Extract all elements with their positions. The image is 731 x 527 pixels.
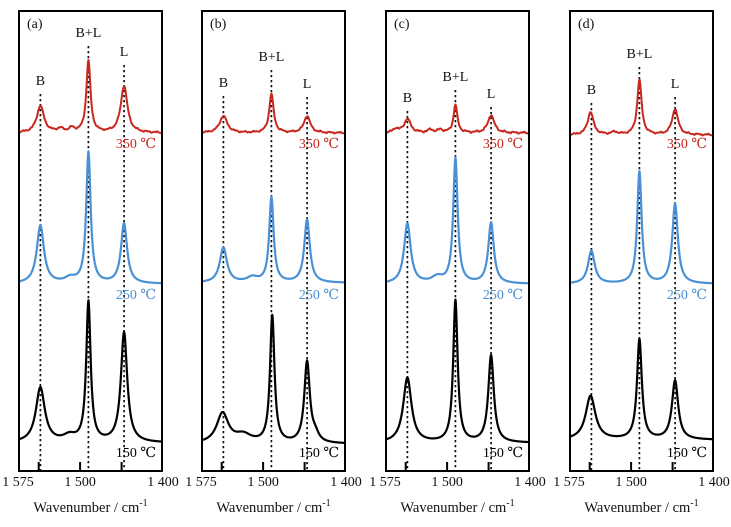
x-axis-title-text: Wavenumber / cm: [33, 499, 140, 516]
temp-label-150C: 150 ℃: [666, 446, 707, 461]
temp-label-150C: 150 ℃: [115, 446, 156, 461]
panel-c-plot: [385, 10, 530, 472]
panel-a-plot: [18, 10, 163, 472]
band-label-BL: B+L: [626, 47, 653, 62]
x-tick-label-1500: 1 500: [247, 475, 279, 490]
spectra-panel-c: (c) B B+L L 150 ℃ 250 ℃ 350 ℃ 1 575 1 500 1 400 Wa…: [369, 0, 546, 527]
x-axis-title-text: Wavenumber / cm: [216, 499, 323, 516]
x-tick-label-1500: 1 500: [431, 475, 463, 490]
spectrum-curve-150C: [569, 337, 714, 441]
x-tick-label-1575: 1 575: [2, 475, 34, 490]
spectra-panel-b: (b) B B+L L 150 ℃ 250 ℃ 350 ℃ 1 575 1 500 1 400 Wa…: [185, 0, 362, 527]
x-tick-label-1400: 1 400: [698, 475, 730, 490]
panel-letter-a: (a): [27, 17, 43, 32]
x-axis-title: Wavenumber / cm-1: [385, 498, 530, 517]
band-label-L: L: [302, 77, 312, 92]
x-tick-label-1500: 1 500: [64, 475, 96, 490]
spectrum-curve-150C: [201, 313, 346, 445]
x-axis-title-exponent: -1: [506, 498, 515, 509]
spectrum-curve-350C: [201, 92, 346, 135]
x-tick-label-1575: 1 575: [553, 475, 585, 490]
temp-label-350C: 350 ℃: [298, 137, 339, 152]
band-label-B: B: [35, 74, 46, 89]
spectrum-curve-250C: [18, 150, 163, 285]
spectrum-curve-250C: [201, 195, 346, 284]
x-axis-title-exponent: -1: [139, 498, 148, 509]
temp-label-250C: 250 ℃: [666, 288, 707, 303]
spectrum-curve-250C: [569, 169, 714, 285]
panel-border: [385, 10, 530, 472]
x-axis-title: Wavenumber / cm-1: [569, 498, 714, 517]
panel-letter-d: (d): [578, 17, 595, 32]
spectra-panel-d: (d) B B+L L 150 ℃ 250 ℃ 350 ℃ 1 575 1 500 1 400 Wa…: [553, 0, 730, 527]
temp-label-250C: 250 ℃: [115, 288, 156, 303]
spectrum-curve-250C: [385, 156, 530, 285]
spectrum-curve-350C: [569, 78, 714, 137]
x-tick-label-1575: 1 575: [185, 475, 217, 490]
band-label-L: L: [670, 77, 680, 92]
x-tick-label-1500: 1 500: [615, 475, 647, 490]
temp-label-350C: 350 ℃: [482, 137, 523, 152]
temp-label-250C: 250 ℃: [482, 288, 523, 303]
panel-letter-b: (b): [210, 17, 227, 32]
x-tick-label-1575: 1 575: [369, 475, 401, 490]
x-axis-title-text: Wavenumber / cm: [400, 499, 507, 516]
band-label-BL: B+L: [258, 50, 285, 65]
band-label-B: B: [218, 76, 229, 91]
band-label-L: L: [119, 45, 129, 60]
band-label-B: B: [402, 91, 413, 106]
panel-border: [18, 10, 163, 472]
spectrum-curve-150C: [385, 298, 530, 444]
temp-label-250C: 250 ℃: [298, 288, 339, 303]
x-tick-label-1400: 1 400: [147, 475, 179, 490]
x-axis-title-exponent: -1: [690, 498, 699, 509]
spectrum-curve-350C: [18, 59, 163, 134]
panel-d-plot: [569, 10, 714, 472]
panel-border: [201, 10, 346, 472]
x-tick-label-1400: 1 400: [330, 475, 362, 490]
band-label-L: L: [486, 87, 496, 102]
x-axis-title-exponent: -1: [322, 498, 331, 509]
x-axis-title-text: Wavenumber / cm: [584, 499, 691, 516]
x-axis-title: Wavenumber / cm-1: [201, 498, 346, 517]
spectrum-curve-350C: [385, 103, 530, 135]
spectrum-curve-150C: [18, 299, 163, 443]
temp-label-350C: 350 ℃: [666, 137, 707, 152]
temp-label-150C: 150 ℃: [482, 446, 523, 461]
band-label-BL: B+L: [75, 26, 102, 41]
band-label-B: B: [586, 83, 597, 98]
band-label-BL: B+L: [442, 70, 469, 85]
x-tick-label-1400: 1 400: [514, 475, 546, 490]
panel-border: [569, 10, 714, 472]
panel-b-plot: [201, 10, 346, 472]
x-axis-title: Wavenumber / cm-1: [18, 498, 163, 517]
temp-label-150C: 150 ℃: [298, 446, 339, 461]
spectra-panel-a: (a) B B+L L 150 ℃ 250 ℃ 350 ℃ 1 575 1 500 1 400 Wa…: [2, 0, 179, 527]
panel-letter-c: (c): [394, 17, 410, 32]
temp-label-350C: 350 ℃: [115, 137, 156, 152]
